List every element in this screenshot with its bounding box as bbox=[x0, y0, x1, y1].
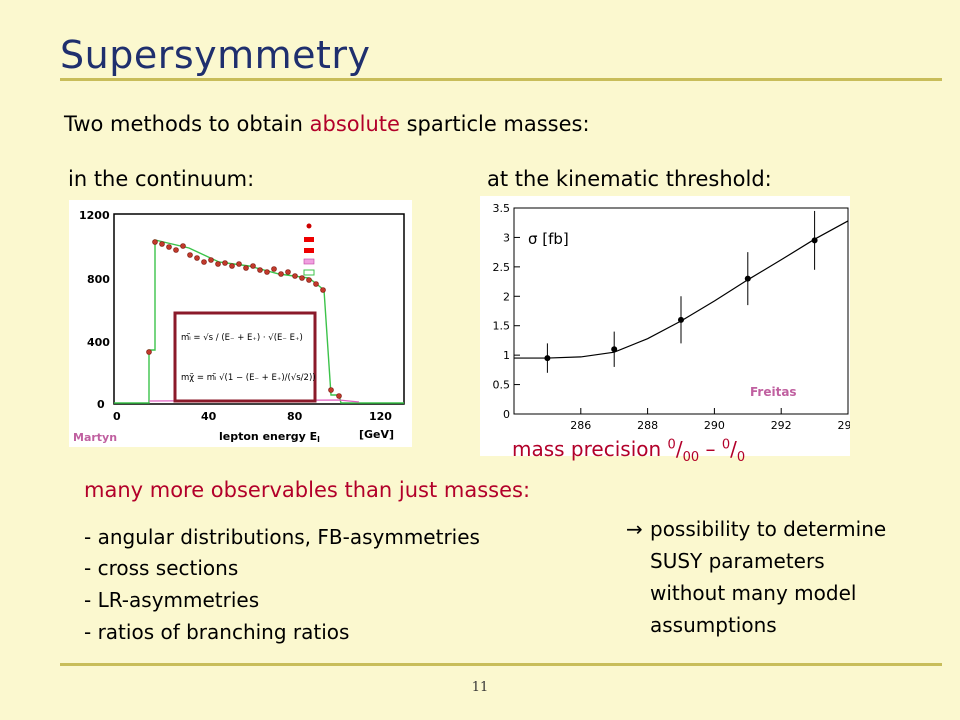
y-tick-label: 1.5 bbox=[493, 320, 511, 333]
data-point bbox=[678, 316, 684, 323]
intro-pre: Two methods to obtain bbox=[64, 112, 310, 136]
left-xtick: 80 bbox=[287, 410, 303, 423]
spectrum-marker bbox=[194, 255, 200, 261]
left-xtick: 40 bbox=[201, 410, 217, 423]
formula-line-2: mχ̃ = mₗ̃ √(1 − (E₋ + E₊)/(√s/2)) bbox=[181, 373, 316, 383]
conclusion-line: without many model bbox=[650, 581, 857, 605]
intro-post: sparticle masses: bbox=[399, 112, 590, 136]
threshold-scan-chart: 00.511.522.533.5 286288290292294 σ [fb] … bbox=[480, 196, 859, 456]
spectrum-marker bbox=[229, 263, 235, 269]
x-tick-label: 292 bbox=[771, 419, 792, 432]
left-ytick: 0 bbox=[97, 398, 105, 411]
left-ytick: 800 bbox=[87, 273, 110, 286]
left-credit: Martyn bbox=[73, 431, 117, 444]
spectrum-marker bbox=[271, 266, 277, 272]
spectrum-marker bbox=[250, 263, 256, 269]
page-number: 11 bbox=[471, 680, 489, 695]
spectrum-marker bbox=[159, 241, 165, 247]
observable-item: - angular distributions, FB-asymmetries bbox=[84, 525, 480, 549]
spectrum-marker bbox=[208, 257, 214, 263]
spectrum-marker bbox=[292, 273, 298, 279]
spectrum-marker bbox=[336, 393, 342, 399]
spectrum-marker bbox=[236, 261, 242, 267]
left-data-points bbox=[146, 239, 342, 399]
spectrum-marker bbox=[243, 265, 249, 271]
spectrum-marker bbox=[173, 247, 179, 253]
y-tick-label: 2 bbox=[503, 290, 510, 303]
conclusion-line: possibility to determine bbox=[650, 517, 887, 541]
left-xtick: 0 bbox=[113, 410, 121, 423]
y-tick-label: 1 bbox=[503, 349, 510, 362]
data-point bbox=[811, 237, 818, 244]
chart-credit: Freitas bbox=[750, 385, 797, 399]
x-tick-label: 286 bbox=[570, 419, 591, 432]
spectrum-marker bbox=[201, 259, 207, 265]
observable-item: - cross sections bbox=[84, 556, 239, 580]
conclusion-line: assumptions bbox=[650, 613, 777, 637]
left-ytick: 1200 bbox=[79, 209, 110, 222]
spectrum-marker bbox=[320, 287, 326, 293]
observable-item: - ratios of branching ratios bbox=[84, 620, 350, 644]
intro-emphasis: absolute bbox=[309, 112, 400, 136]
spectrum-marker bbox=[215, 261, 221, 267]
lepton-energy-spectrum-figure: 1200 800 400 0 0 40 80 120 mₗ̃ = √s / (E… bbox=[69, 200, 412, 447]
spectrum-marker bbox=[278, 271, 284, 277]
spectrum-marker bbox=[222, 260, 228, 266]
spectrum-marker bbox=[328, 387, 334, 393]
spectrum-marker bbox=[264, 269, 270, 275]
mass-formula-box bbox=[173, 311, 317, 403]
left-xtick: 120 bbox=[369, 410, 392, 423]
spectrum-marker bbox=[166, 244, 172, 250]
conclusion-line: SUSY parameters bbox=[650, 549, 825, 573]
slide-title: Supersymmetry bbox=[60, 33, 371, 77]
spectrum-marker bbox=[146, 349, 152, 355]
left-ytick: 400 bbox=[87, 336, 110, 349]
spectrum-marker bbox=[313, 281, 319, 287]
formula-line-1: mₗ̃ = √s / (E₋ + E₊) · √(E₋ E₊) bbox=[181, 333, 303, 343]
lepton-energy-spectrum-svg: 1200 800 400 0 0 40 80 120 mₗ̃ = √s / (E… bbox=[73, 209, 405, 444]
left-legend bbox=[303, 223, 315, 276]
data-point bbox=[611, 346, 618, 353]
y-tick-label: 0.5 bbox=[493, 379, 511, 392]
spectrum-marker bbox=[152, 239, 158, 245]
threshold-scan-svg: 00.511.522.533.5 286288290292294 σ [fb] … bbox=[493, 202, 859, 432]
left-xunit: [GeV] bbox=[359, 428, 394, 441]
y-tick-label: 3 bbox=[503, 231, 510, 244]
spectrum-marker bbox=[306, 277, 312, 283]
title-divider bbox=[60, 78, 942, 81]
y-tick-label: 3.5 bbox=[493, 202, 511, 215]
data-point bbox=[744, 275, 751, 282]
signal-histogram-line bbox=[114, 239, 404, 404]
observable-item: - LR-asymmetries bbox=[84, 588, 260, 612]
left-xlabel: lepton energy El bbox=[219, 430, 320, 444]
footer-divider bbox=[60, 663, 942, 666]
spectrum-marker bbox=[180, 243, 186, 249]
spectrum-marker bbox=[299, 275, 305, 281]
mass-precision-text: mass precision 0/00 – 0/0 bbox=[512, 437, 746, 465]
observables-heading: many more observables than just masses: bbox=[84, 478, 531, 502]
x-tick-label: 290 bbox=[704, 419, 725, 432]
spectrum-marker bbox=[285, 269, 291, 275]
y-tick-label: 2.5 bbox=[493, 261, 511, 274]
spectrum-marker bbox=[257, 267, 263, 273]
spectrum-marker bbox=[187, 252, 193, 258]
x-tick-label: 294 bbox=[838, 419, 851, 432]
y-tick-label: 0 bbox=[503, 408, 510, 421]
data-point bbox=[544, 355, 551, 362]
intro-text: Two methods to obtain absolute sparticle… bbox=[64, 112, 590, 136]
x-tick-label: 288 bbox=[637, 419, 658, 432]
right-arrow-icon: → bbox=[626, 517, 643, 541]
continuum-label: in the continuum: bbox=[68, 167, 255, 191]
chart-ylabel: σ [fb] bbox=[528, 230, 569, 248]
threshold-label: at the kinematic threshold: bbox=[487, 167, 772, 191]
